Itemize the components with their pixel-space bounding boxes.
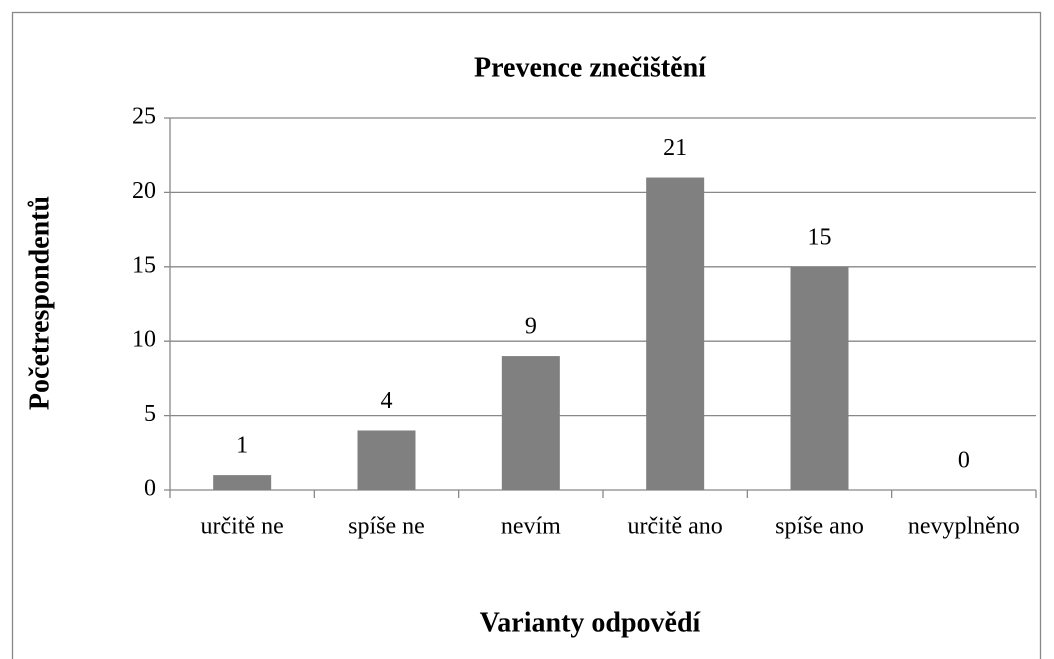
x-axis-title: Varianty odpovědí xyxy=(480,607,702,638)
bar xyxy=(790,266,849,490)
data-label: 9 xyxy=(525,314,537,340)
x-tick-label: určitě ne xyxy=(201,514,284,540)
data-label: 4 xyxy=(381,388,393,414)
y-tick-label: 25 xyxy=(132,104,156,130)
data-label: 0 xyxy=(958,448,970,474)
bar xyxy=(501,356,560,490)
y-tick-label: 20 xyxy=(132,178,156,204)
data-label: 15 xyxy=(808,224,832,250)
x-tick-label: spíše ano xyxy=(775,514,864,540)
chart-title: Prevence znečištění xyxy=(474,52,707,83)
y-tick-label: 5 xyxy=(144,401,156,427)
y-tick-label: 15 xyxy=(132,252,156,278)
y-tick-label: 0 xyxy=(144,476,156,502)
x-tick-label: spíše ne xyxy=(348,514,425,540)
bar xyxy=(213,475,272,490)
y-tick-label: 10 xyxy=(132,327,156,353)
data-label: 1 xyxy=(236,433,248,459)
y-axis-title: Početrespondentů xyxy=(24,196,55,410)
bar xyxy=(357,430,416,490)
x-tick-label: určitě ano xyxy=(628,514,723,540)
bar xyxy=(646,177,705,490)
data-label: 21 xyxy=(663,135,687,161)
x-tick-label: nevím xyxy=(501,514,561,540)
chart-border xyxy=(11,11,1042,659)
x-tick-label: nevyplněno xyxy=(908,514,1020,540)
